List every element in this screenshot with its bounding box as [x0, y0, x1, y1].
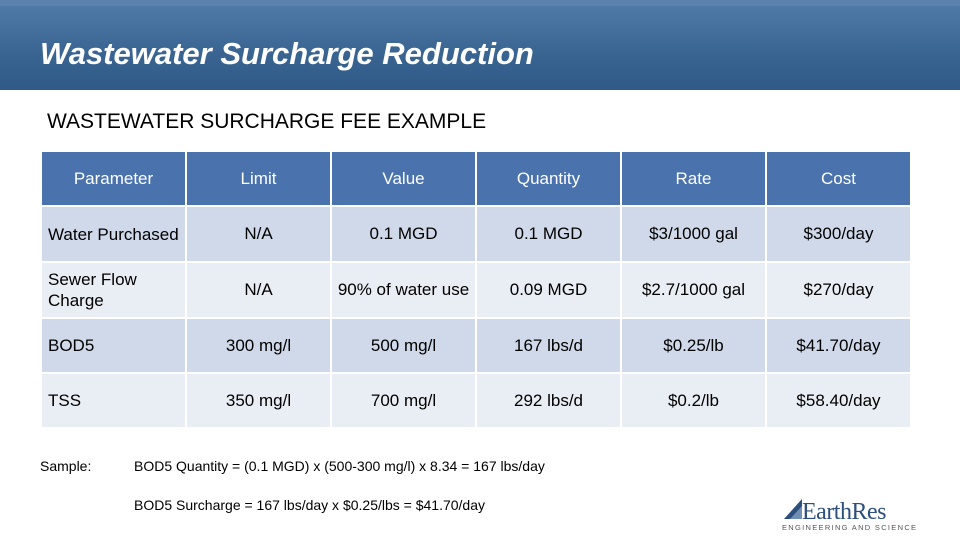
column-header-rate: Rate [622, 152, 765, 205]
table-cell: TSS [42, 374, 185, 427]
table-cell: 700 mg/l [332, 374, 475, 427]
table-cell: Sewer Flow Charge [42, 263, 185, 317]
table-cell: $300/day [767, 207, 910, 261]
page-title: Wastewater Surcharge Reduction [40, 36, 534, 71]
column-header-value: Value [332, 152, 475, 205]
table-cell: 0.1 MGD [477, 207, 620, 261]
table-cell: $270/day [767, 263, 910, 317]
table-header-row: Parameter Limit Value Quantity Rate Cost [42, 152, 910, 205]
table-cell: $2.7/1000 gal [622, 263, 765, 317]
logo-tagline: ENGINEERING AND SCIENCE [782, 523, 918, 532]
column-header-cost: Cost [767, 152, 910, 205]
earthres-logo: EarthRes ENGINEERING AND SCIENCE [782, 497, 922, 537]
table-cell: BOD5 [42, 319, 185, 372]
table-row: Water Purchased N/A 0.1 MGD 0.1 MGD $3/1… [42, 207, 910, 261]
column-header-quantity: Quantity [477, 152, 620, 205]
table-cell: N/A [187, 207, 330, 261]
logo-triangle-icon [784, 499, 802, 519]
table-cell: 0.1 MGD [332, 207, 475, 261]
table-cell: 0.09 MGD [477, 263, 620, 317]
surcharge-fee-table: Parameter Limit Value Quantity Rate Cost… [40, 150, 912, 429]
column-header-parameter: Parameter [42, 152, 185, 205]
bod5-quantity-formula: BOD5 Quantity = (0.1 MGD) x (500-300 mg/… [134, 458, 545, 474]
title-bar: Wastewater Surcharge Reduction [0, 0, 960, 90]
table-cell: 350 mg/l [187, 374, 330, 427]
table-cell: $3/1000 gal [622, 207, 765, 261]
table-cell: 90% of water use [332, 263, 475, 317]
table-cell: Water Purchased [42, 207, 185, 261]
logo-wordmark: EarthRes [802, 499, 886, 525]
table-cell: N/A [187, 263, 330, 317]
section-heading: WASTEWATER SURCHARGE FEE EXAMPLE [47, 110, 487, 133]
table-cell: 300 mg/l [187, 319, 330, 372]
table-cell: $0.2/lb [622, 374, 765, 427]
table-cell: 500 mg/l [332, 319, 475, 372]
table-cell: $58.40/day [767, 374, 910, 427]
table-row: BOD5 300 mg/l 500 mg/l 167 lbs/d $0.25/l… [42, 319, 910, 372]
table-cell: 292 lbs/d [477, 374, 620, 427]
table-row: Sewer Flow Charge N/A 90% of water use 0… [42, 263, 910, 317]
table-cell: $0.25/lb [622, 319, 765, 372]
column-header-limit: Limit [187, 152, 330, 205]
table-row: TSS 350 mg/l 700 mg/l 292 lbs/d $0.2/lb … [42, 374, 910, 427]
bod5-surcharge-formula: BOD5 Surcharge = 167 lbs/day x $0.25/lbs… [134, 497, 486, 513]
sample-label: Sample: [40, 458, 92, 474]
table-cell: 167 lbs/d [477, 319, 620, 372]
table-cell: $41.70/day [767, 319, 910, 372]
